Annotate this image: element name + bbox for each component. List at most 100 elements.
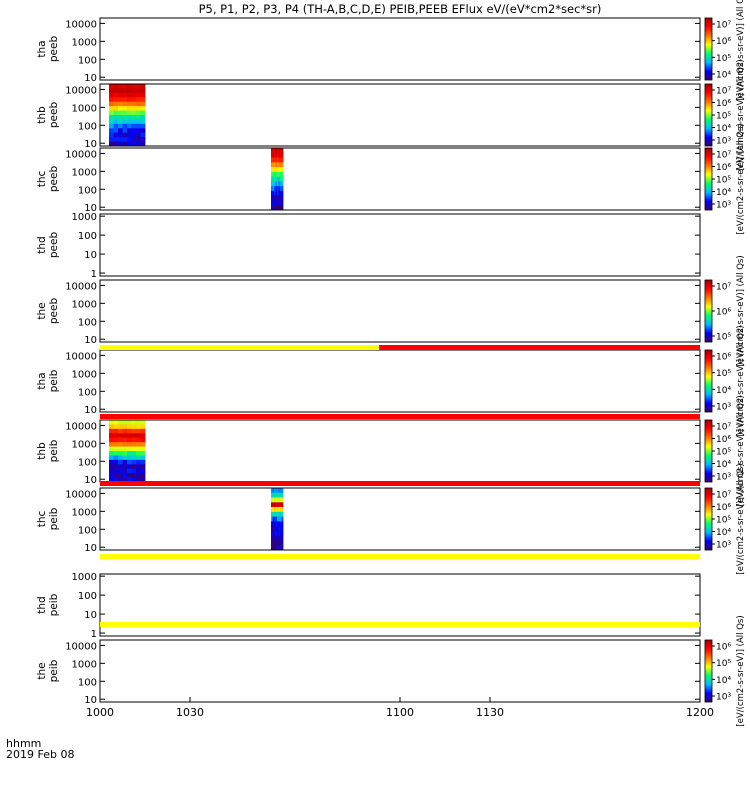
- heatmap-cell: [280, 181, 282, 187]
- heatmap-cell: [109, 455, 114, 461]
- panel-label-probe: thc: [36, 171, 48, 188]
- heatmap-cell: [278, 205, 281, 211]
- heatmap-cell: [272, 176, 275, 182]
- panel-frame: [99, 419, 701, 483]
- heatmap-cell: [277, 502, 279, 508]
- heatmap-cell: [272, 492, 275, 498]
- heatmap-cell: [127, 468, 132, 474]
- heatmap-cell: [109, 128, 114, 134]
- status-segment: [100, 414, 700, 419]
- colorbar: [704, 349, 713, 413]
- y-tick-label: 1000: [72, 507, 97, 518]
- heatmap-cell: [109, 92, 114, 98]
- heatmap-cell: [122, 137, 128, 142]
- heatmap-cell: [274, 186, 276, 192]
- colorbar-tick-label: 10³: [716, 541, 731, 551]
- heatmap-cell: [118, 464, 123, 470]
- heatmap-cell: [272, 540, 275, 546]
- heatmap-cell: [109, 451, 114, 456]
- heatmap-cell: [280, 200, 282, 206]
- heatmap-cell: [274, 162, 276, 168]
- heatmap-cell: [277, 176, 279, 182]
- y-tick-label: 1000: [72, 659, 97, 670]
- heatmap-cell: [281, 526, 284, 532]
- heatmap-cell: [131, 84, 137, 89]
- heatmap-cell: [280, 186, 282, 192]
- heatmap-cell: [280, 176, 282, 182]
- heatmap-cell: [271, 171, 273, 178]
- x-tick-label: 1200: [686, 706, 714, 719]
- heatmap-cell: [127, 477, 132, 483]
- heatmap-cell: [280, 516, 282, 522]
- panel-label-probe: thd: [36, 596, 48, 613]
- heatmap-cell: [136, 92, 141, 98]
- heatmap-cell: [277, 497, 279, 503]
- heatmap-cell: [272, 200, 275, 206]
- heatmap-cell: [136, 433, 141, 439]
- heatmap-cell: [274, 181, 276, 187]
- heatmap-cell: [122, 132, 128, 138]
- heatmap-cell: [274, 176, 276, 182]
- heatmap-cell: [280, 148, 282, 154]
- heatmap-cell: [278, 195, 281, 201]
- heatmap-cell: [271, 195, 273, 201]
- x-tick-label: 1130: [476, 706, 504, 719]
- heatmap-cell: [272, 507, 275, 513]
- heatmap-cell: [109, 110, 114, 116]
- date-label: 2019 Feb 08: [6, 748, 74, 761]
- heatmap-cell: [277, 540, 279, 546]
- colorbar-tick-label: 10⁶: [716, 163, 731, 173]
- panel-label-probe: the: [36, 302, 48, 319]
- chart-title: P5, P1, P2, P3, P4 (TH-A,B,C,D,E) PEIB,P…: [199, 2, 602, 16]
- y-tick-label: 10000: [65, 85, 97, 96]
- y-tick-label: 1000: [72, 572, 97, 583]
- heatmap-cell: [274, 521, 276, 527]
- panel-label-product: peib: [48, 593, 60, 616]
- panel-label-product: peeb: [48, 232, 60, 259]
- heatmap-cell: [113, 424, 119, 430]
- heatmap-cell: [275, 181, 278, 187]
- panel-label-probe: thb: [36, 442, 48, 460]
- y-tick-label: 10: [84, 73, 97, 84]
- heatmap-cell: [140, 132, 146, 138]
- heatmap-cell: [136, 106, 141, 111]
- heatmap-cell: [274, 511, 276, 518]
- y-tick-label: 1000: [72, 103, 97, 114]
- heatmap-cell: [280, 540, 282, 546]
- heatmap-cell: [272, 171, 275, 178]
- colorbar-tick-label: 10⁶: [716, 37, 731, 47]
- heatmap-cell: [275, 535, 278, 541]
- heatmap-cell: [109, 420, 114, 425]
- heatmap-cell: [118, 110, 123, 116]
- heatmap-cell: [131, 428, 137, 434]
- heatmap-cell: [275, 502, 278, 508]
- heatmap-cell: [136, 459, 141, 465]
- panel-label-probe: thb: [36, 106, 48, 124]
- y-tick-label: 10: [84, 250, 97, 261]
- colorbar: [704, 639, 713, 703]
- heatmap-cell: [109, 442, 114, 447]
- heatmap-cell: [136, 137, 141, 142]
- heatmap-cell: [274, 167, 276, 173]
- panel-label-probe: thd: [36, 236, 48, 253]
- heatmap-cell: [278, 530, 281, 537]
- heatmap-cell: [280, 497, 282, 503]
- y-tick-label: 1000: [72, 37, 97, 48]
- heatmap-cell: [127, 137, 132, 142]
- heatmap-cell: [278, 176, 281, 182]
- heatmap-cell: [113, 459, 119, 465]
- heatmap-cell: [118, 97, 123, 103]
- heatmap-cell: [272, 167, 275, 173]
- heatmap-cell: [131, 468, 137, 474]
- colorbar: [704, 83, 713, 147]
- y-tick-label: 1000: [72, 369, 97, 380]
- heatmap-cell: [278, 540, 281, 546]
- heatmap-cell: [127, 459, 132, 465]
- heatmap-cell: [113, 433, 119, 439]
- heatmap-cell: [278, 157, 281, 163]
- heatmap-cell: [281, 545, 284, 551]
- heatmap-cell: [275, 516, 278, 522]
- heatmap-cell: [271, 162, 273, 168]
